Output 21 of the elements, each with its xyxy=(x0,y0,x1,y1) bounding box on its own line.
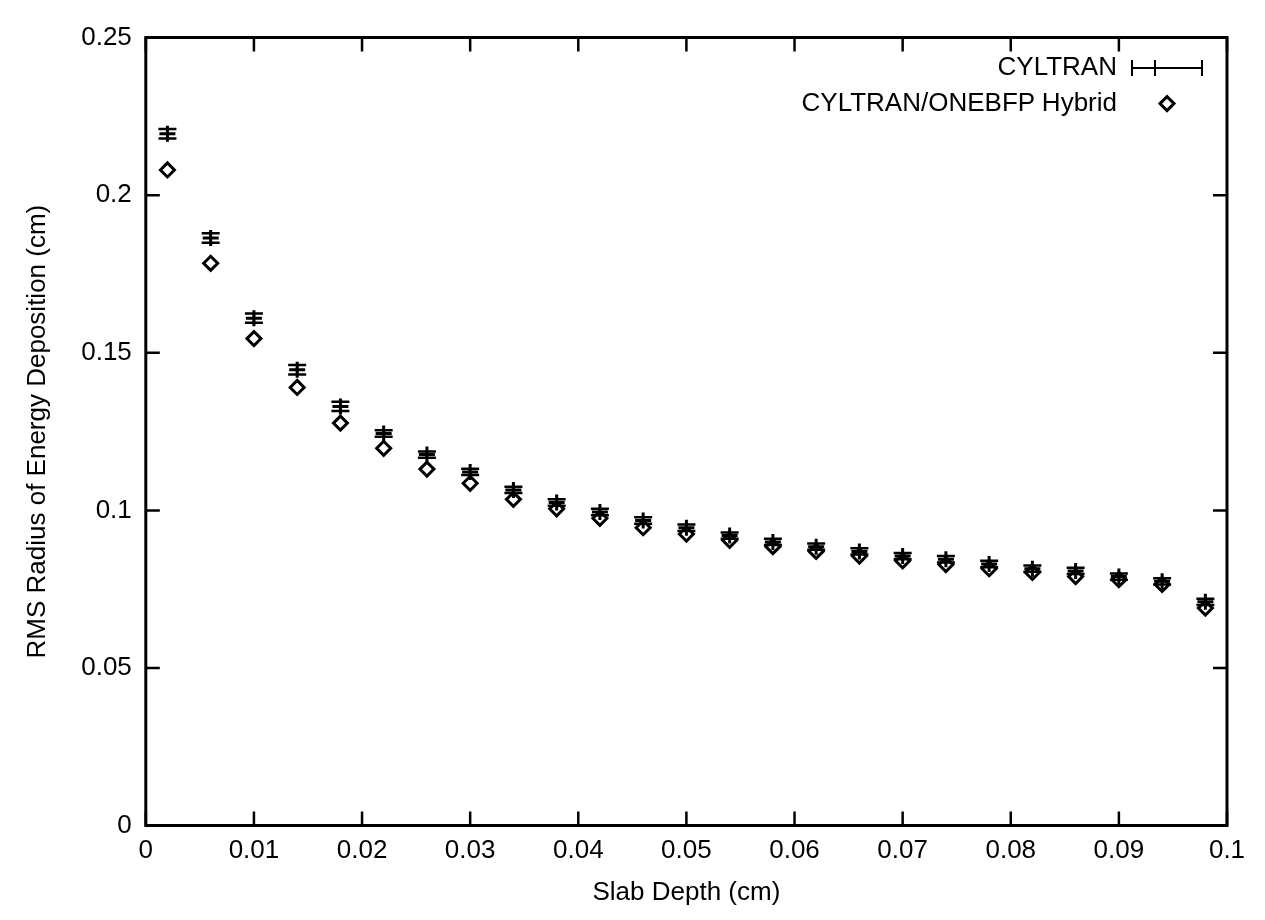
x-tick-label: 0.03 xyxy=(444,834,496,865)
x-tick-label: 0.09 xyxy=(1093,834,1145,865)
y-tick-label: 0 xyxy=(117,808,132,839)
x-tick-label: 0.06 xyxy=(769,834,820,865)
x-tick-label: 0.08 xyxy=(985,834,1037,865)
y-tick-label: 0.25 xyxy=(81,20,132,51)
y-axis-title: RMS Radius of Energy Deposition (cm) xyxy=(20,204,51,659)
y-tick-label: 0.05 xyxy=(81,651,132,682)
x-tick-label: 0.1 xyxy=(1208,834,1246,865)
x-tick-label: 0.07 xyxy=(877,834,928,865)
x-tick-label: 0.02 xyxy=(336,834,388,865)
x-axis-title: Slab Depth (cm) xyxy=(592,875,781,906)
legend-label: CYLTRAN xyxy=(997,50,1117,81)
x-tick-label: 0.01 xyxy=(228,834,280,865)
x-tick-label: 0.04 xyxy=(552,834,604,865)
y-tick-label: 0.1 xyxy=(95,493,132,524)
x-tick-label: 0 xyxy=(138,834,154,865)
legend-label: CYLTRAN/ONEBFP Hybrid xyxy=(801,86,1117,117)
x-tick-label: 0.05 xyxy=(661,834,712,865)
y-tick-label: 0.15 xyxy=(81,335,132,366)
y-tick-label: 0.2 xyxy=(95,178,132,209)
